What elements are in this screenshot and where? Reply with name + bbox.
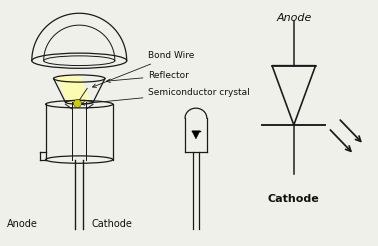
Text: Cathode: Cathode xyxy=(268,194,320,204)
Polygon shape xyxy=(57,77,91,102)
Text: Anode: Anode xyxy=(276,13,311,23)
Text: Bond Wire: Bond Wire xyxy=(93,51,195,87)
Text: Reflector: Reflector xyxy=(107,71,189,83)
Text: Anode: Anode xyxy=(7,219,38,229)
Text: Cathode: Cathode xyxy=(91,219,132,229)
Text: Semiconductor crystal: Semiconductor crystal xyxy=(81,88,250,105)
Polygon shape xyxy=(192,131,200,139)
